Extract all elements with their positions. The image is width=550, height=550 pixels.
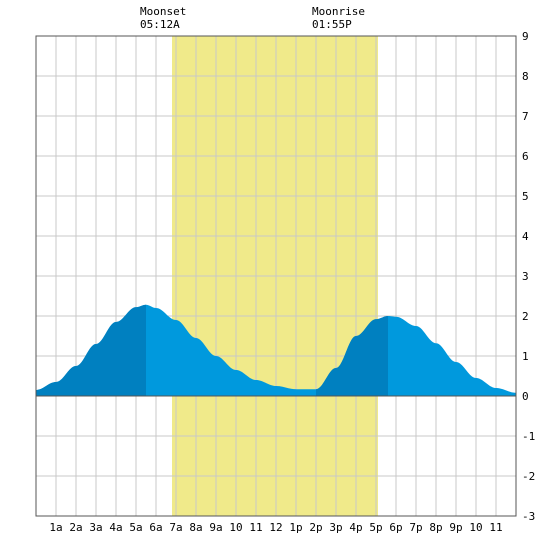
y-tick-label: 7 bbox=[522, 110, 529, 123]
x-tick-label: 3p bbox=[329, 521, 342, 534]
x-tick-label: 8a bbox=[189, 521, 202, 534]
x-tick-label: 2p bbox=[309, 521, 322, 534]
x-tick-label: 8p bbox=[429, 521, 442, 534]
x-tick-label: 1p bbox=[289, 521, 302, 534]
y-tick-label: 4 bbox=[522, 230, 529, 243]
moonrise-time: 01:55P bbox=[312, 18, 352, 31]
y-tick-label: 8 bbox=[522, 70, 529, 83]
x-tick-label: 12 bbox=[269, 521, 282, 534]
y-tick-label: 6 bbox=[522, 150, 529, 163]
tide-area bbox=[36, 304, 516, 396]
x-tick-label: 4p bbox=[349, 521, 362, 534]
x-tick-label: 10 bbox=[229, 521, 242, 534]
y-tick-label: 9 bbox=[522, 30, 529, 43]
x-tick-label: 7p bbox=[409, 521, 422, 534]
moonrise-title: Moonrise bbox=[312, 5, 365, 18]
x-tick-label: 3a bbox=[89, 521, 102, 534]
y-tick-label: 5 bbox=[522, 190, 529, 203]
y-axis-ticks: 9 8 7 6 5 4 3 2 1 0 -1 -2 -3 bbox=[522, 30, 535, 523]
x-tick-label: 11 bbox=[489, 521, 502, 534]
x-tick-label: 5a bbox=[129, 521, 142, 534]
moonset-time: 05:12A bbox=[140, 18, 180, 31]
y-tick-label: 3 bbox=[522, 270, 529, 283]
rising-tide-fill bbox=[316, 316, 388, 396]
x-tick-label: 7a bbox=[169, 521, 182, 534]
x-tick-label: 4a bbox=[109, 521, 122, 534]
x-tick-label: 9a bbox=[209, 521, 222, 534]
x-tick-label: 6p bbox=[389, 521, 402, 534]
y-tick-label: -1 bbox=[522, 430, 535, 443]
rising-tide-fill bbox=[36, 304, 146, 396]
x-tick-label: 1a bbox=[49, 521, 62, 534]
x-tick-label: 5p bbox=[369, 521, 382, 534]
plot-frame bbox=[35, 35, 517, 517]
y-tick-label: -2 bbox=[522, 470, 535, 483]
moonset-title: Moonset bbox=[140, 5, 187, 18]
x-tick-label: 6a bbox=[149, 521, 162, 534]
x-tick-label: 2a bbox=[69, 521, 82, 534]
x-axis-ticks: 1a 2a 3a 4a 5a 6a 7a 8a 9a 10 11 12 1p 2p 3p 4p 5p 6p 7p 8p… bbox=[49, 521, 502, 534]
x-tick-label: 11 bbox=[249, 521, 262, 534]
y-tick-label: -3 bbox=[522, 510, 535, 523]
x-tick-label: 9p bbox=[449, 521, 462, 534]
moonrise-label: Moonrise 01:55P bbox=[312, 5, 365, 31]
y-tick-label: 2 bbox=[522, 310, 529, 323]
moonset-label: Moonset 05:12A bbox=[140, 5, 186, 31]
y-tick-label: 1 bbox=[522, 350, 529, 363]
x-tick-label: 10 bbox=[469, 521, 482, 534]
y-tick-label: 0 bbox=[522, 390, 529, 403]
tide-fill bbox=[36, 304, 516, 396]
